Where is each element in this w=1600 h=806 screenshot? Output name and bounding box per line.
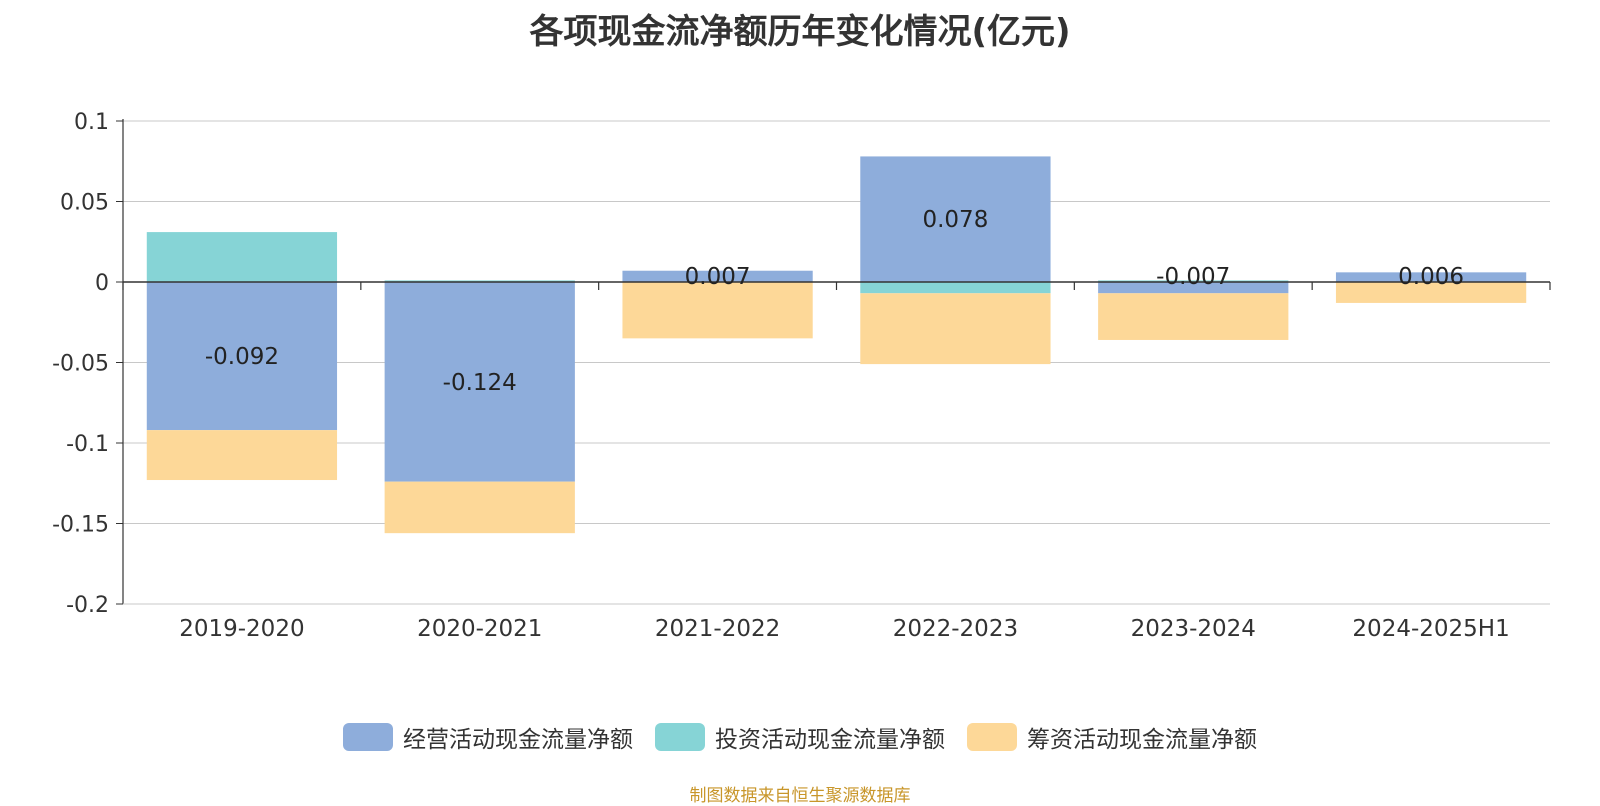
data-label: -0.092 — [205, 344, 279, 370]
legend-label-operating: 经营活动现金流量净额 — [403, 727, 633, 753]
bar-1 — [1335, 272, 1527, 282]
legend-swatch-financing — [967, 723, 1017, 751]
bar-3 — [1335, 282, 1527, 303]
y-tick-label: -0.15 — [52, 513, 109, 538]
legend-swatch-operating — [343, 723, 393, 751]
y-tick-label: 0 — [95, 271, 109, 296]
bar-2 — [860, 282, 1051, 294]
legend-label-financing: 筹资活动现金流量净额 — [1027, 727, 1257, 753]
bar-2 — [146, 232, 338, 282]
bar-3 — [860, 293, 1051, 365]
data-label: -0.007 — [1156, 264, 1230, 290]
legend: 经营活动现金流量净额 投资活动现金流量净额 筹资活动现金流量净额 — [0, 720, 1600, 754]
bar-3 — [1098, 293, 1289, 340]
source-note: 制图数据来自恒生聚源数据库 — [689, 786, 911, 806]
bar-2 — [384, 280, 575, 282]
data-label: 0.007 — [685, 264, 751, 290]
legend-item-investing[interactable]: 投资活动现金流量净额 — [655, 720, 945, 754]
x-tick-label: 2022-2023 — [893, 616, 1018, 642]
data-label: 0.006 — [1398, 264, 1464, 290]
x-tick-label: 2023-2024 — [1131, 616, 1256, 642]
x-tick-label: 2024-2025H1 — [1352, 616, 1509, 642]
y-tick-label: -0.05 — [52, 352, 109, 377]
chart-title: 各项现金流净额历年变化情况(亿元) — [529, 12, 1071, 52]
bar-1 — [146, 282, 338, 431]
bar-3 — [622, 282, 813, 339]
legend-label-investing: 投资活动现金流量净额 — [715, 727, 945, 753]
bar-1 — [384, 282, 575, 482]
y-tick-label: -0.1 — [66, 432, 109, 457]
bar-1 — [1098, 282, 1289, 294]
data-label: 0.078 — [922, 207, 988, 233]
y-tick-label: 0.1 — [74, 110, 109, 135]
x-tick-label: 2019-2020 — [179, 616, 304, 642]
x-tick-label: 2020-2021 — [417, 616, 542, 642]
legend-item-operating[interactable]: 经营活动现金流量净额 — [343, 720, 633, 754]
bar-3 — [146, 430, 338, 481]
legend-swatch-investing — [655, 723, 705, 751]
bar-2 — [1098, 280, 1289, 282]
legend-item-financing[interactable]: 筹资活动现金流量净额 — [967, 720, 1257, 754]
bar-3 — [384, 481, 575, 534]
data-label: -0.124 — [443, 370, 517, 396]
x-tick-label: 2021-2022 — [655, 616, 780, 642]
bar-1 — [860, 156, 1051, 282]
bar-1 — [622, 270, 813, 282]
y-tick-label: -0.2 — [66, 593, 109, 618]
y-tick-label: 0.05 — [60, 191, 109, 216]
